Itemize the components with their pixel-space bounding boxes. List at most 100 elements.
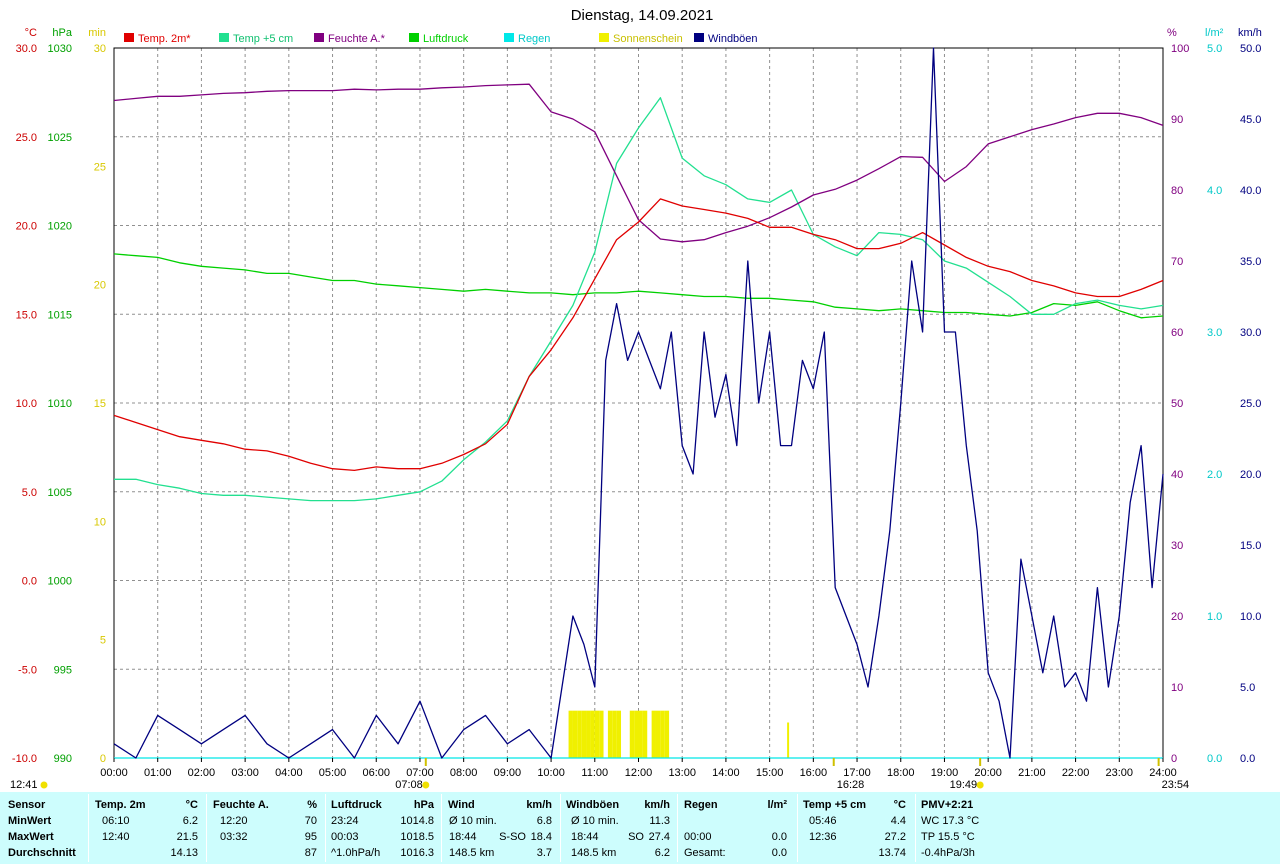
sunshine-bar — [642, 710, 648, 758]
stats-separator — [206, 794, 207, 862]
tick-label-sun_minutes: 20 — [94, 280, 106, 292]
stats-gust-label: 148.5 km — [571, 847, 617, 859]
stats-separator — [797, 794, 798, 862]
x-tick-label: 23:00 — [1106, 767, 1134, 779]
stats-wind-value: 6.8 — [536, 815, 552, 827]
stats-humidity-time: 03:32 — [220, 831, 248, 843]
x-tick-label: 11:00 — [581, 767, 608, 779]
legend-label: Luftdruck — [423, 33, 469, 45]
x-tick-label: 04:00 — [275, 767, 303, 779]
stats-header-unit: km/h — [644, 799, 670, 811]
stats-humidity-value: 70 — [304, 815, 317, 827]
legend-label: Regen — [518, 33, 550, 45]
tick-label-rain: 0.0 — [1207, 753, 1222, 765]
legend-label: Temp. 2m* — [138, 33, 191, 45]
stats-pressure-value: 1014.8 — [400, 815, 434, 827]
stats-header: Regen — [684, 799, 718, 811]
x-tick-label: 15:00 — [756, 767, 784, 779]
sunshine-bar — [616, 710, 622, 758]
stats-header-unit: °C — [185, 799, 198, 811]
x-tick-label: 00:00 — [100, 767, 128, 779]
tick-label-pressure: 1005 — [48, 487, 72, 499]
tick-label-pressure: 1025 — [48, 132, 72, 144]
stats-rain-label: 00:00 — [684, 831, 712, 843]
legend-swatch — [124, 33, 134, 42]
stats-header: Windböen — [566, 799, 620, 811]
x-tick-label: 21:00 — [1018, 767, 1046, 779]
legend-label: Temp +5 cm — [233, 33, 293, 45]
stats-header: Luftdruck — [331, 799, 382, 811]
tick-label-temp: -10.0 — [12, 753, 37, 765]
stats-gust-value: 6.2 — [654, 847, 670, 859]
tick-label-rain: 5.0 — [1207, 43, 1222, 55]
legend-swatch — [219, 33, 229, 42]
tick-label-rain: 2.0 — [1207, 469, 1222, 481]
stats-rain-value: 0.0 — [771, 847, 787, 859]
x-tick-label: 08:00 — [450, 767, 478, 779]
stats-row-label: MaxWert — [8, 831, 54, 843]
tick-label-pressure: 1030 — [48, 43, 72, 55]
stats-wind-value: 18.4 — [530, 831, 552, 843]
stats-header-unit: % — [307, 799, 317, 811]
tick-label-temp: 30.0 — [16, 43, 37, 55]
stats-temp-value: 14.13 — [170, 847, 198, 859]
tick-label-temp: 0.0 — [22, 576, 37, 588]
sunshine-bar — [572, 710, 578, 758]
tick-label-wind: 30.0 — [1240, 327, 1261, 339]
tick-label-humidity: 80 — [1171, 185, 1183, 197]
x-tick-label: 12:00 — [625, 767, 653, 779]
stats-gust-label: Ø 10 min. — [571, 815, 619, 827]
tick-label-humidity: 50 — [1171, 398, 1183, 410]
stats-header-unit: km/h — [526, 799, 552, 811]
tick-label-pressure: 1010 — [48, 398, 72, 410]
stats-pressure-time: ^1.0hPa/h — [331, 847, 381, 859]
stats-humidity-time: 12:20 — [220, 815, 248, 827]
tick-label-sun_minutes: 25 — [94, 161, 106, 173]
sunshine-bar — [594, 710, 600, 758]
legend-swatch — [314, 33, 324, 42]
stats-pmv: -0.4hPa/3h — [921, 847, 975, 859]
x-tick-label: 16:00 — [800, 767, 828, 779]
sunshine-bar — [607, 710, 613, 758]
stats-separator — [677, 794, 678, 862]
stats-humidity-value: 87 — [304, 847, 317, 859]
tick-label-humidity: 100 — [1171, 43, 1189, 55]
stats-rain-value: 0.0 — [771, 831, 787, 843]
chart-grid — [114, 48, 1163, 758]
x-marker-sunrise: 07:08 — [395, 779, 423, 791]
sunshine-bar — [634, 710, 639, 758]
tick-label-pressure: 1020 — [48, 221, 72, 233]
tick-label-temp: 20.0 — [16, 221, 37, 233]
axis-unit-temp: °C — [25, 27, 37, 39]
x-tick-label: 17:00 — [843, 767, 871, 779]
tick-label-pressure: 1015 — [48, 309, 72, 321]
tick-label-wind: 10.0 — [1240, 611, 1261, 623]
tick-label-rain: 3.0 — [1207, 327, 1222, 339]
stats-wind-label: 148.5 km — [449, 847, 495, 859]
sunshine-bars — [568, 710, 790, 758]
stats-temp-value: 6.2 — [182, 815, 198, 827]
stats-gust-direction: SO — [628, 831, 644, 843]
sunshine-bar — [660, 710, 665, 758]
x-axis: 00:00 01:00 02:00 03:00 04:00 05:00 06:00 07:00… — [10, 758, 1189, 791]
sunshine-bar — [590, 710, 595, 758]
statistics-panel: Sensor Temp. 2m °C Feuchte A.% Luftdruck hPa W… — [0, 792, 1280, 864]
stats-gust-label: 18:44 — [571, 831, 599, 843]
x-tick-label: 02:00 — [188, 767, 216, 779]
tick-label-pressure: 995 — [54, 664, 72, 676]
legend-label: Feuchte A.* — [328, 33, 386, 45]
tick-label-humidity: 90 — [1171, 114, 1183, 126]
x-marker-moonrise: 12:41 — [10, 779, 38, 791]
moonrise-icon — [40, 781, 48, 789]
stats-humidity-value: 95 — [304, 831, 317, 843]
chart-title: Dienstag, 14.09.2021 — [571, 7, 714, 24]
stats-header-unit: °C — [893, 799, 906, 811]
stats-header: Feuchte A. — [213, 799, 269, 811]
tick-label-wind: 40.0 — [1240, 185, 1261, 197]
tick-label-wind: 45.0 — [1240, 114, 1261, 126]
stats-pressure-time: 23:24 — [331, 815, 359, 827]
x-tick-label: 24:00 — [1149, 767, 1177, 779]
x-marker-sunset: 19:49 — [950, 779, 978, 791]
sunset-icon — [976, 781, 984, 789]
tick-label-wind: 50.0 — [1240, 43, 1261, 55]
